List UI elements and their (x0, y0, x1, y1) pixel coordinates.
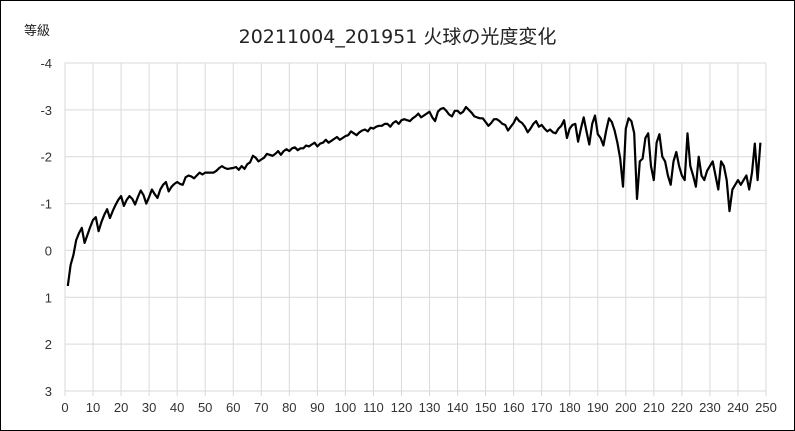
x-axis-ticks: 0 10 20 30 40 50 60 70 80 90 100 110 120 130 140 150 160… (61, 400, 776, 415)
x-tick-label: 200 (615, 400, 637, 415)
x-tick-label: 10 (86, 400, 100, 415)
x-tick-label: 140 (447, 400, 469, 415)
y-tick-label: -1 (40, 197, 52, 212)
y-tick-label: -2 (40, 150, 52, 165)
y-tick-label: -3 (40, 103, 52, 118)
x-tick-label: 120 (391, 400, 413, 415)
x-tick-label: 20 (114, 400, 128, 415)
x-tick-label: 190 (587, 400, 609, 415)
x-tick-label: 150 (475, 400, 497, 415)
x-tick-label: 30 (142, 400, 156, 415)
x-tick-label: 0 (61, 400, 68, 415)
x-tick-label: 170 (531, 400, 553, 415)
y-tick-label: 3 (45, 384, 52, 399)
x-tick-label: 50 (198, 400, 212, 415)
x-tick-label: 40 (170, 400, 184, 415)
y-tick-label: 1 (45, 290, 52, 305)
x-tick-label: 130 (419, 400, 441, 415)
x-tick-label: 70 (254, 400, 268, 415)
x-tick-label: 100 (335, 400, 357, 415)
x-tick-label: 250 (755, 400, 777, 415)
x-tick-label: 60 (226, 400, 240, 415)
chart-title: 20211004_201951 火球の光度変化 (238, 26, 557, 48)
x-tick-label: 180 (559, 400, 581, 415)
y-tick-label: 2 (45, 337, 52, 352)
y-tick-label: -4 (40, 56, 52, 71)
y-tick-label: 0 (45, 243, 52, 258)
gridlines (64, 62, 767, 396)
x-tick-label: 80 (282, 400, 296, 415)
y-axis-label: 等級 (24, 24, 51, 39)
x-tick-label: 90 (310, 400, 324, 415)
x-tick-label: 230 (699, 400, 721, 415)
x-tick-label: 240 (727, 400, 749, 415)
y-axis-ticks: -4 -3 -2 -1 0 1 2 3 (40, 56, 52, 399)
x-tick-label: 160 (503, 400, 525, 415)
magnitude-line (66, 105, 762, 287)
x-tick-label: 220 (671, 400, 693, 415)
x-tick-label: 210 (643, 400, 665, 415)
x-tick-label: 110 (363, 400, 384, 415)
